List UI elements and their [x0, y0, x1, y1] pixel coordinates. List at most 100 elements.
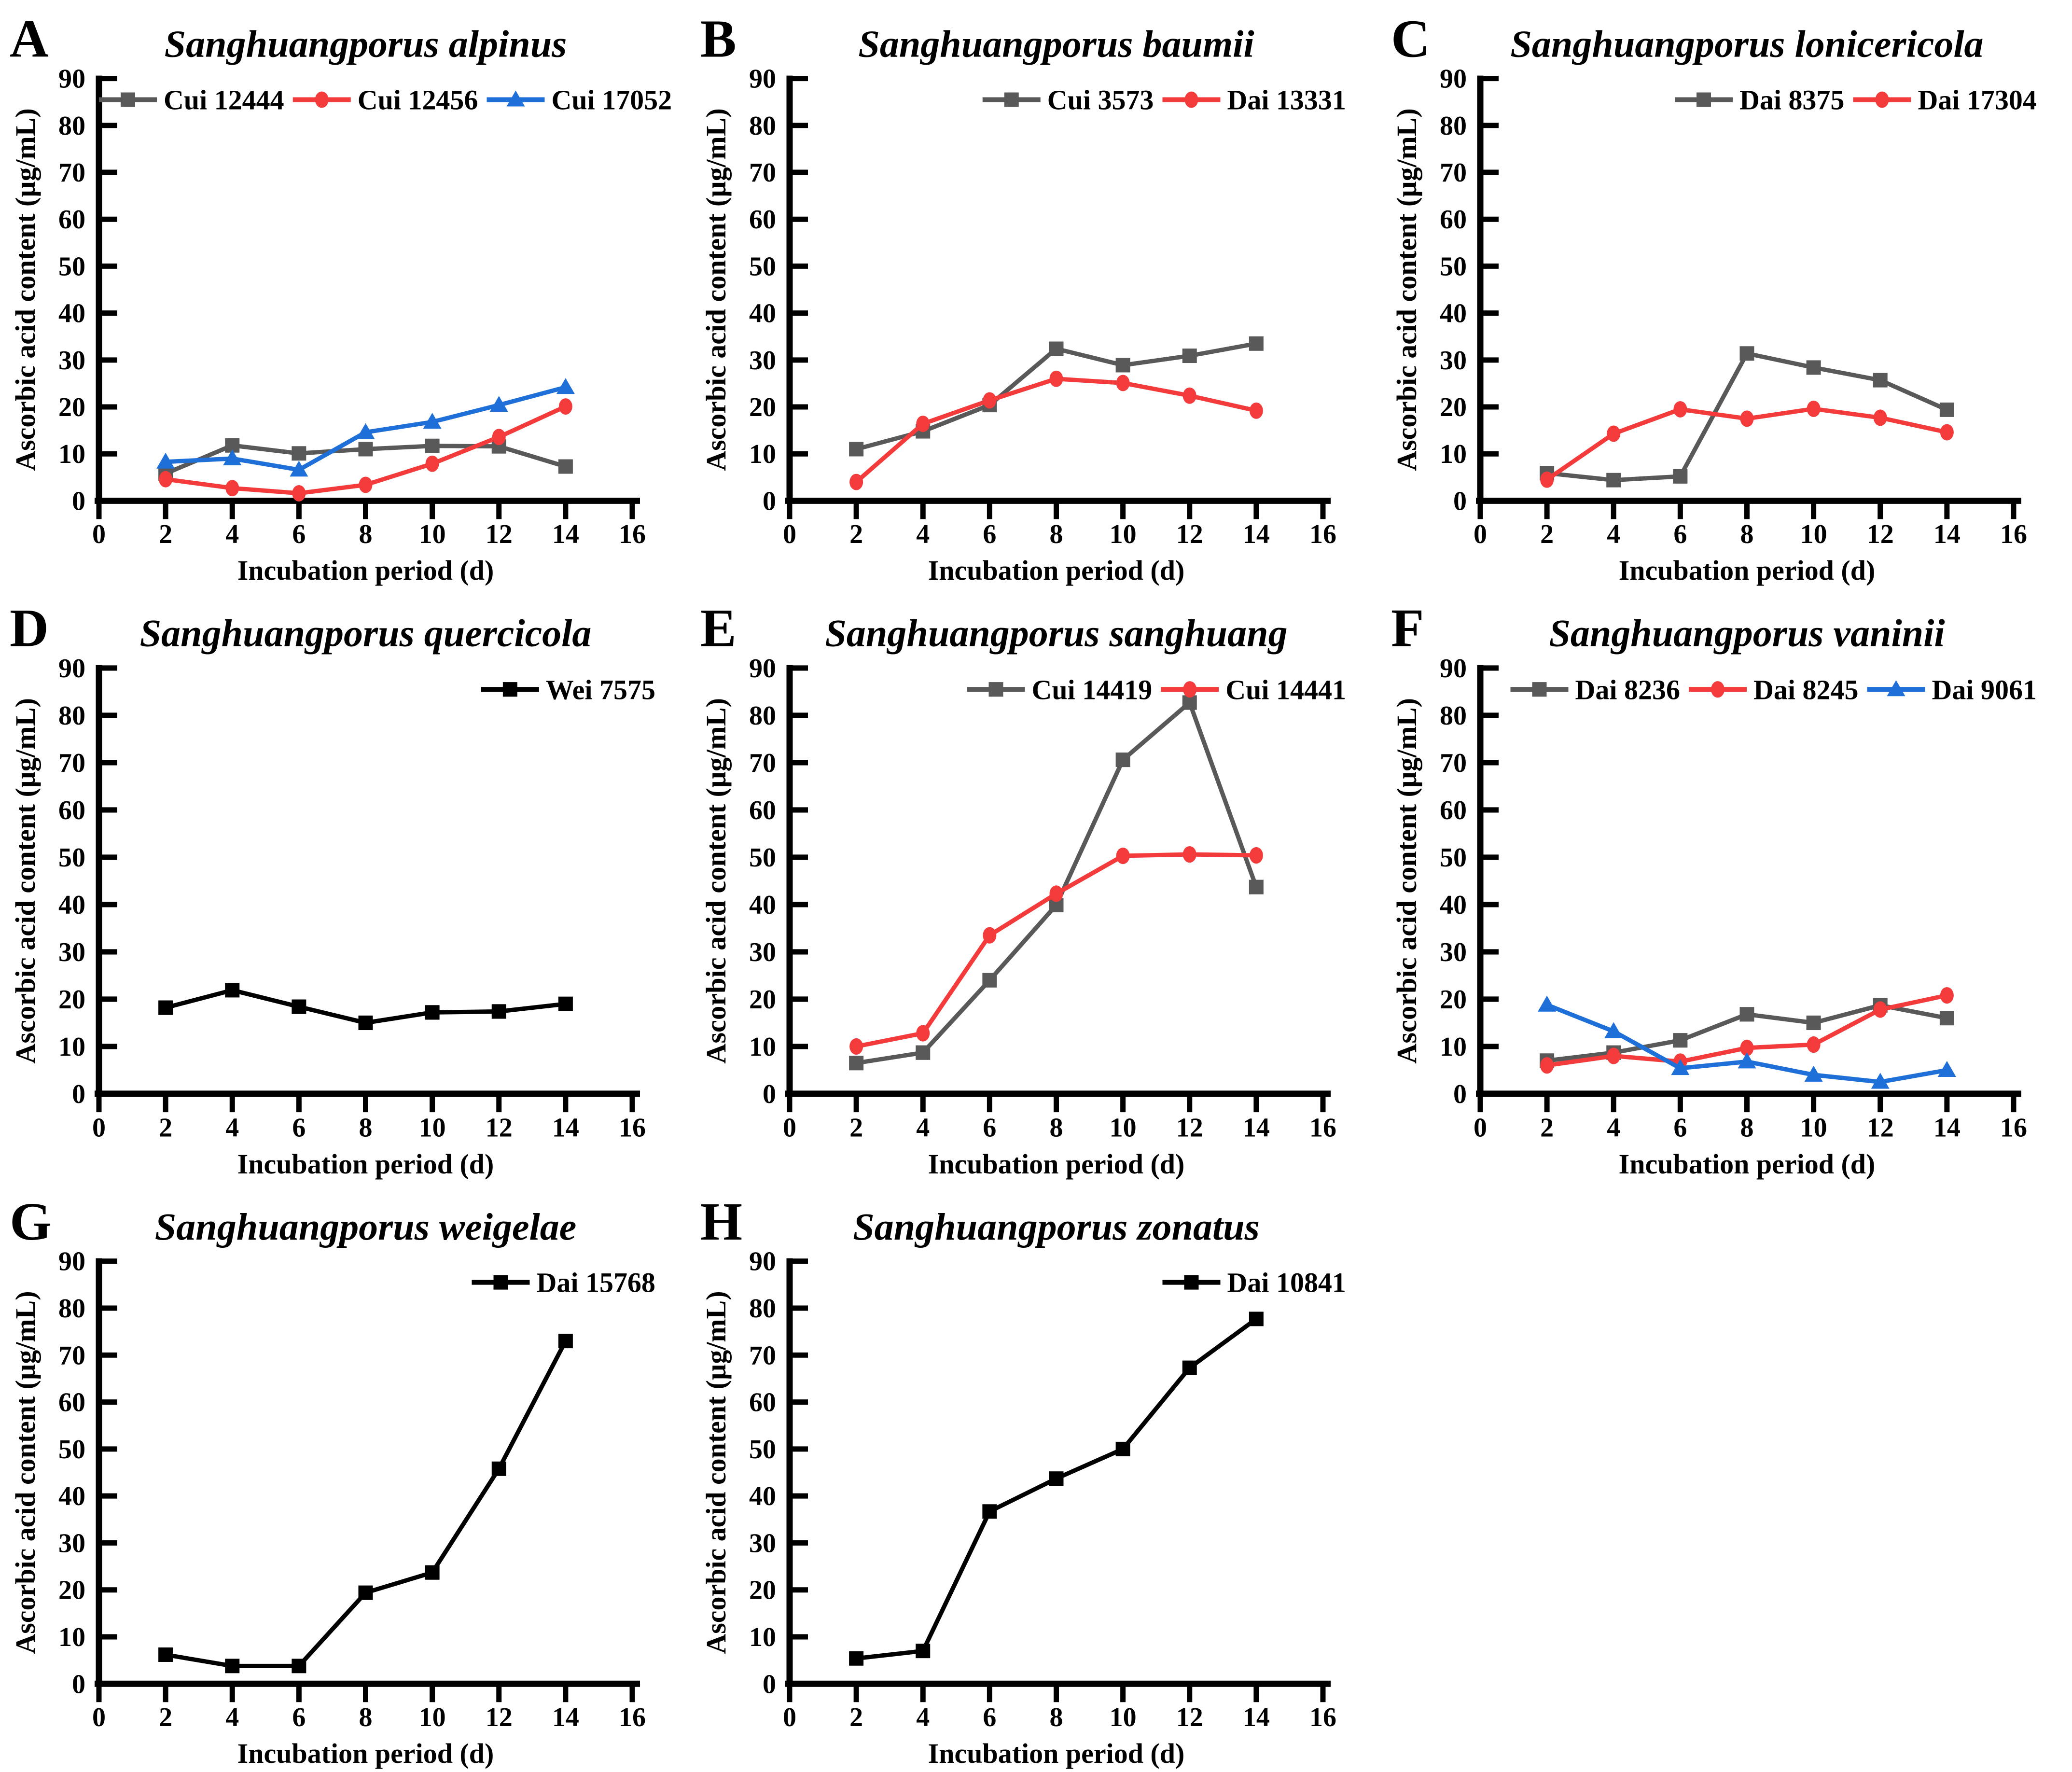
panel-A: A Sanghuangporus alpinus 0 2 4 6 8 10 12 14 16 0 10 2… [0, 0, 691, 589]
x-axis-label: Incubation period (d) [928, 1148, 1185, 1180]
x-tick-label: 14 [1243, 1702, 1270, 1732]
y-tick-label: 0 [72, 1669, 85, 1699]
legend-entry-Cui-12444: Cui 12444 [99, 84, 284, 115]
x-tick-label: 10 [419, 1113, 446, 1143]
marker-circle [1740, 410, 1754, 427]
y-tick-label: 30 [58, 937, 85, 967]
legend-entry-Dai-8245: Dai 8245 [1689, 674, 1858, 705]
y-tick-label: 40 [58, 1481, 85, 1511]
series-Dai-17304 [1540, 400, 1954, 488]
legend: Dai 10841 [1162, 1267, 1346, 1298]
axes: 0 2 4 6 8 10 12 14 16 0 10 20 30 40 50 60 70 80 90 [1440, 654, 2027, 1143]
marker-square [292, 1659, 306, 1674]
marker-square [358, 1585, 373, 1600]
marker-square [1182, 695, 1197, 710]
y-axis-label: Ascorbic acid content (µg/mL) [10, 698, 41, 1064]
x-tick-label: 4 [916, 519, 930, 549]
x-tick-label: 14 [552, 519, 579, 549]
legend-label: Cui 14441 [1225, 674, 1346, 705]
y-tick-label: 80 [1440, 701, 1467, 731]
panel-letter: A [10, 9, 49, 69]
legend-label: Dai 8245 [1753, 674, 1858, 705]
y-tick-label: 30 [58, 346, 85, 376]
marker-circle [1607, 1047, 1621, 1064]
x-tick-label: 4 [225, 519, 239, 549]
series-Dai-10841 [849, 1312, 1264, 1666]
x-tick-label: 14 [1933, 1113, 1961, 1143]
marker-square [425, 1005, 440, 1020]
y-axis-label: Ascorbic acid content (µg/mL) [700, 108, 732, 471]
legend-entry-Dai-10841: Dai 10841 [1162, 1267, 1346, 1298]
legend-label: Dai 10841 [1227, 1267, 1346, 1298]
marker-square [558, 459, 573, 474]
y-tick-label: 70 [1440, 158, 1467, 188]
legend-marker [506, 90, 525, 107]
y-tick-label: 10 [1440, 439, 1467, 469]
marker-circle [1049, 885, 1063, 902]
y-tick-label: 10 [58, 1622, 85, 1652]
y-tick-label: 20 [1440, 392, 1467, 422]
y-tick-label: 50 [58, 1435, 85, 1465]
marker-triangle [1538, 995, 1557, 1012]
y-tick-label: 30 [58, 1528, 85, 1558]
marker-square [1049, 341, 1064, 356]
legend-label: Dai 8236 [1575, 674, 1680, 705]
panel-C: C Sanghuangporus lonicericola 0 2 4 6 8 10 12 14 1… [1381, 0, 2072, 589]
marker-circle [1116, 847, 1130, 865]
y-tick-label: 0 [763, 486, 776, 516]
y-tick-label: 50 [58, 251, 85, 281]
legend: Cui 12444 Cui 12456 Cui 17052 [99, 84, 672, 115]
legend-entry-Dai-13331: Dai 13331 [1162, 84, 1346, 115]
marker-square [1606, 473, 1621, 488]
x-tick-label: 12 [486, 1113, 513, 1143]
x-tick-label: 8 [359, 1702, 373, 1732]
legend-marker [1887, 680, 1905, 697]
legend-marker [1875, 91, 1889, 108]
x-tick-label: 16 [619, 519, 646, 549]
x-tick-label: 16 [619, 1702, 646, 1732]
legend-marker [1532, 682, 1547, 697]
x-tick-label: 4 [1607, 1113, 1620, 1143]
legend-entry-Dai-17304: Dai 17304 [1853, 84, 2037, 115]
marker-triangle [1937, 1060, 1956, 1077]
x-tick-label: 10 [1110, 1702, 1137, 1732]
marker-triangle [489, 396, 508, 412]
x-axis-label: Incubation period (d) [928, 555, 1185, 586]
marker-circle [1940, 987, 1954, 1004]
axes: 0 2 4 6 8 10 12 14 16 0 10 20 30 40 50 60 70 80 90 [749, 1247, 1336, 1732]
marker-circle [425, 455, 439, 472]
y-tick-label: 0 [72, 1079, 85, 1109]
y-tick-label: 40 [1440, 890, 1467, 920]
legend-entry-Dai-9061: Dai 9061 [1867, 674, 2037, 705]
panel-letter: G [10, 1192, 52, 1252]
x-tick-label: 6 [292, 1702, 306, 1732]
x-tick-label: 0 [92, 519, 106, 549]
series-Dai-9061 [1538, 995, 1956, 1089]
series-line [854, 700, 1259, 1065]
x-tick-label: 0 [1474, 519, 1487, 549]
marker-square [425, 1565, 440, 1580]
legend-entry-Dai-15768: Dai 15768 [472, 1267, 655, 1298]
y-tick-label: 20 [58, 1576, 85, 1605]
marker-triangle [223, 449, 242, 465]
y-tick-label: 40 [749, 1481, 776, 1511]
marker-circle [1740, 1039, 1754, 1056]
y-tick-label: 40 [58, 299, 85, 329]
y-tick-label: 60 [749, 795, 776, 825]
legend-entry-Dai-8236: Dai 8236 [1510, 674, 1680, 705]
panel-F: F Sanghuangporus vaninii 0 2 4 6 8 10 12 14 16 0 10 2… [1381, 589, 2072, 1183]
x-tick-label: 0 [1474, 1113, 1487, 1143]
marker-circle [159, 471, 173, 488]
x-tick-label: 8 [359, 1113, 373, 1143]
marker-circle [1807, 400, 1821, 417]
legend-entry-Cui-14419: Cui 14419 [967, 674, 1152, 705]
axes: 0 2 4 6 8 10 12 14 16 0 10 20 30 40 50 60 70 80 90 [58, 64, 646, 550]
x-tick-label: 8 [1740, 1113, 1754, 1143]
y-tick-label: 90 [1440, 654, 1467, 684]
marker-square [358, 1015, 373, 1031]
chart-E-canvas: E Sanghuangporus sanghuang 0 2 4 6 8 10 12 14 16 0 1… [700, 598, 1346, 1180]
x-tick-label: 16 [2000, 519, 2027, 549]
y-tick-label: 30 [749, 1528, 776, 1558]
